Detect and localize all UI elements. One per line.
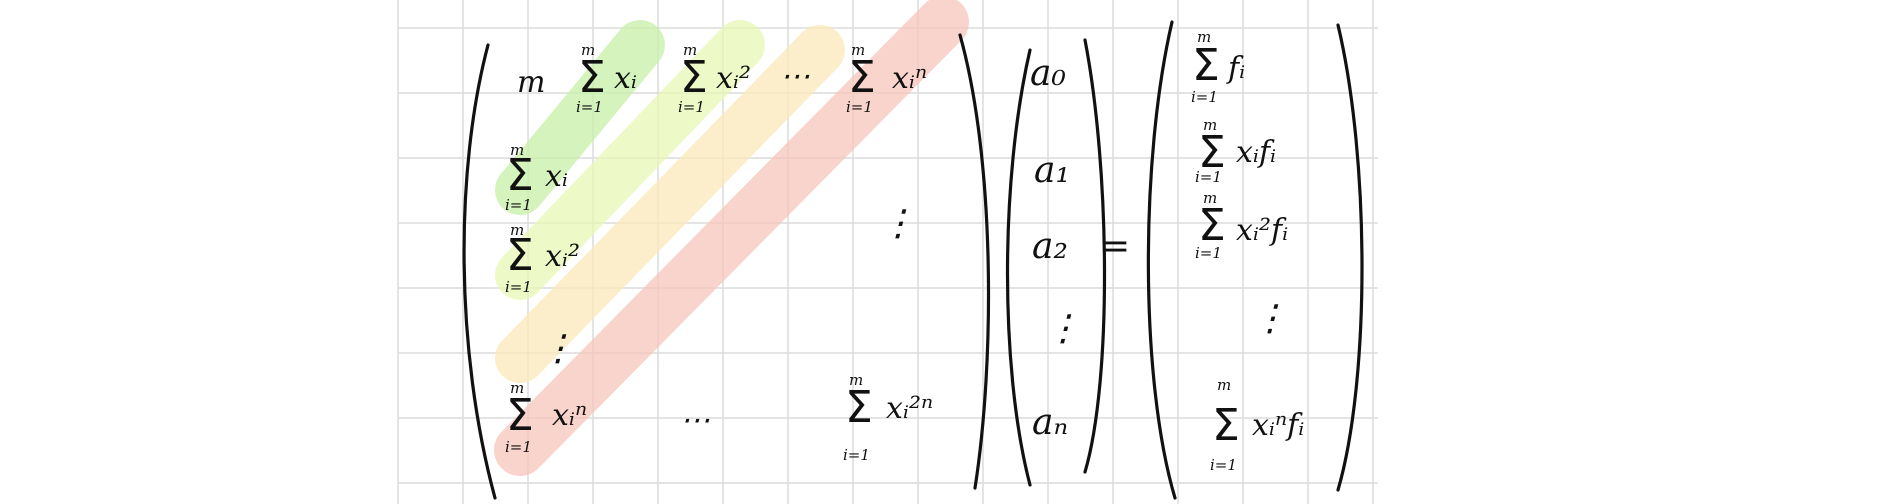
- svg-text:i=1: i=1: [846, 98, 873, 116]
- coefficient-a0: a₀: [1030, 53, 1066, 94]
- rhs-left-bracket: [1146, 20, 1177, 500]
- svg-text:i=1: i=1: [678, 98, 705, 116]
- svg-text:fᵢ: fᵢ: [1226, 51, 1245, 86]
- row3-sum-x-squared: m Σ i=1 xᵢ²: [505, 221, 580, 296]
- svg-text:i=1: i=1: [505, 196, 532, 214]
- svg-text:xᵢ²fᵢ: xᵢ²fᵢ: [1236, 213, 1288, 248]
- row2-sum-x: m Σ i=1 xᵢ: [505, 141, 568, 214]
- sigma-symbol: Σ: [845, 382, 873, 433]
- svg-text:i=1: i=1: [1195, 244, 1222, 262]
- svg-text:xᵢ²: xᵢ²: [545, 239, 580, 274]
- row1-sum-x-power-n: m Σ i=1 xᵢⁿ: [846, 41, 927, 116]
- svg-text:m: m: [510, 141, 524, 159]
- svg-text:m: m: [581, 41, 595, 59]
- sigma-symbol: Σ: [506, 150, 534, 201]
- svg-text:xᵢⁿ: xᵢⁿ: [892, 61, 927, 96]
- rhs-sum-x-power-n-f: m Σ i=1 xᵢⁿfᵢ: [1210, 376, 1304, 474]
- svg-text:xᵢ²: xᵢ²: [716, 61, 751, 96]
- svg-text:xᵢ: xᵢ: [614, 61, 637, 96]
- coefficient-a2: a₂: [1032, 226, 1068, 267]
- matrix-vertical-dots-left: ⋮: [540, 328, 576, 369]
- coefficient-an: aₙ: [1032, 402, 1068, 443]
- last-row-sum-x-power-2n: m Σ i=1 xᵢ²ⁿ: [843, 371, 933, 464]
- highlight-band-green: [495, 20, 665, 215]
- matrix-left-bracket: [462, 43, 497, 500]
- rhs-right-bracket: [1336, 23, 1364, 492]
- svg-text:xᵢ: xᵢ: [545, 159, 568, 194]
- row1-sum-x-squared: m Σ i=1 xᵢ²: [678, 41, 751, 116]
- highlight-band-yellow: [495, 25, 845, 383]
- svg-text:i=1: i=1: [843, 446, 870, 464]
- matrix-vertical-dots-right: ⋮: [880, 203, 916, 244]
- svg-text:m: m: [683, 41, 697, 59]
- highlight-band-lime: [495, 20, 765, 300]
- svg-text:i=1: i=1: [576, 98, 603, 116]
- svg-text:m: m: [510, 379, 524, 397]
- last-row-sum-x-power-n: m Σ i=1 xᵢⁿ: [505, 379, 587, 456]
- last-row-horizontal-dots: ⋯: [680, 403, 710, 438]
- svg-text:xᵢfᵢ: xᵢfᵢ: [1236, 135, 1276, 170]
- matrix-entry-m: m: [517, 65, 545, 100]
- svg-text:m: m: [1203, 189, 1217, 207]
- svg-text:xᵢ²ⁿ: xᵢ²ⁿ: [886, 391, 933, 426]
- svg-text:xᵢⁿ: xᵢⁿ: [552, 398, 587, 433]
- diagonal-highlight-bands: [494, 0, 969, 476]
- sigma-symbol: Σ: [848, 52, 876, 103]
- svg-text:i=1: i=1: [505, 438, 532, 456]
- rhs-sum-xf: m Σ i=1 xᵢfᵢ: [1195, 116, 1276, 186]
- svg-text:i=1: i=1: [505, 278, 532, 296]
- sigma-symbol: Σ: [578, 52, 606, 103]
- matrix-right-bracket: [958, 33, 991, 490]
- svg-text:xᵢⁿfᵢ: xᵢⁿfᵢ: [1252, 408, 1304, 443]
- svg-text:i=1: i=1: [1210, 456, 1237, 474]
- sigma-symbol: Σ: [506, 390, 534, 441]
- svg-text:m: m: [849, 371, 863, 389]
- sigma-symbol: Σ: [1198, 200, 1226, 251]
- row1-sum-x: m Σ i=1 xᵢ: [576, 41, 637, 116]
- svg-text:m: m: [1217, 376, 1231, 394]
- sigma-symbol: Σ: [506, 230, 534, 281]
- svg-text:m: m: [851, 41, 865, 59]
- svg-text:m: m: [510, 221, 524, 239]
- equals-sign: =: [1100, 226, 1130, 267]
- rhs-sum-f: m Σ i=1 fᵢ: [1191, 28, 1245, 106]
- vector-a-left-bracket: [1005, 48, 1032, 487]
- coefficient-vertical-dots: ⋮: [1045, 308, 1081, 349]
- sigma-symbol: Σ: [1198, 127, 1226, 178]
- sigma-symbol: Σ: [680, 52, 708, 103]
- coefficient-a1: a₁: [1034, 150, 1070, 191]
- rhs-sum-x-squared-f: m Σ i=1 xᵢ²fᵢ: [1195, 189, 1288, 262]
- svg-text:i=1: i=1: [1195, 168, 1222, 186]
- highlight-band-red: [494, 0, 969, 476]
- sigma-symbol: Σ: [1192, 40, 1220, 91]
- svg-text:i=1: i=1: [1191, 88, 1218, 106]
- sigma-symbol: Σ: [1212, 400, 1240, 451]
- svg-text:m: m: [1203, 116, 1217, 134]
- rhs-vertical-dots: ⋮: [1252, 298, 1288, 339]
- vector-a-right-bracket: [1083, 38, 1107, 474]
- svg-text:m: m: [1197, 28, 1211, 46]
- row1-horizontal-dots: ⋯: [780, 59, 810, 94]
